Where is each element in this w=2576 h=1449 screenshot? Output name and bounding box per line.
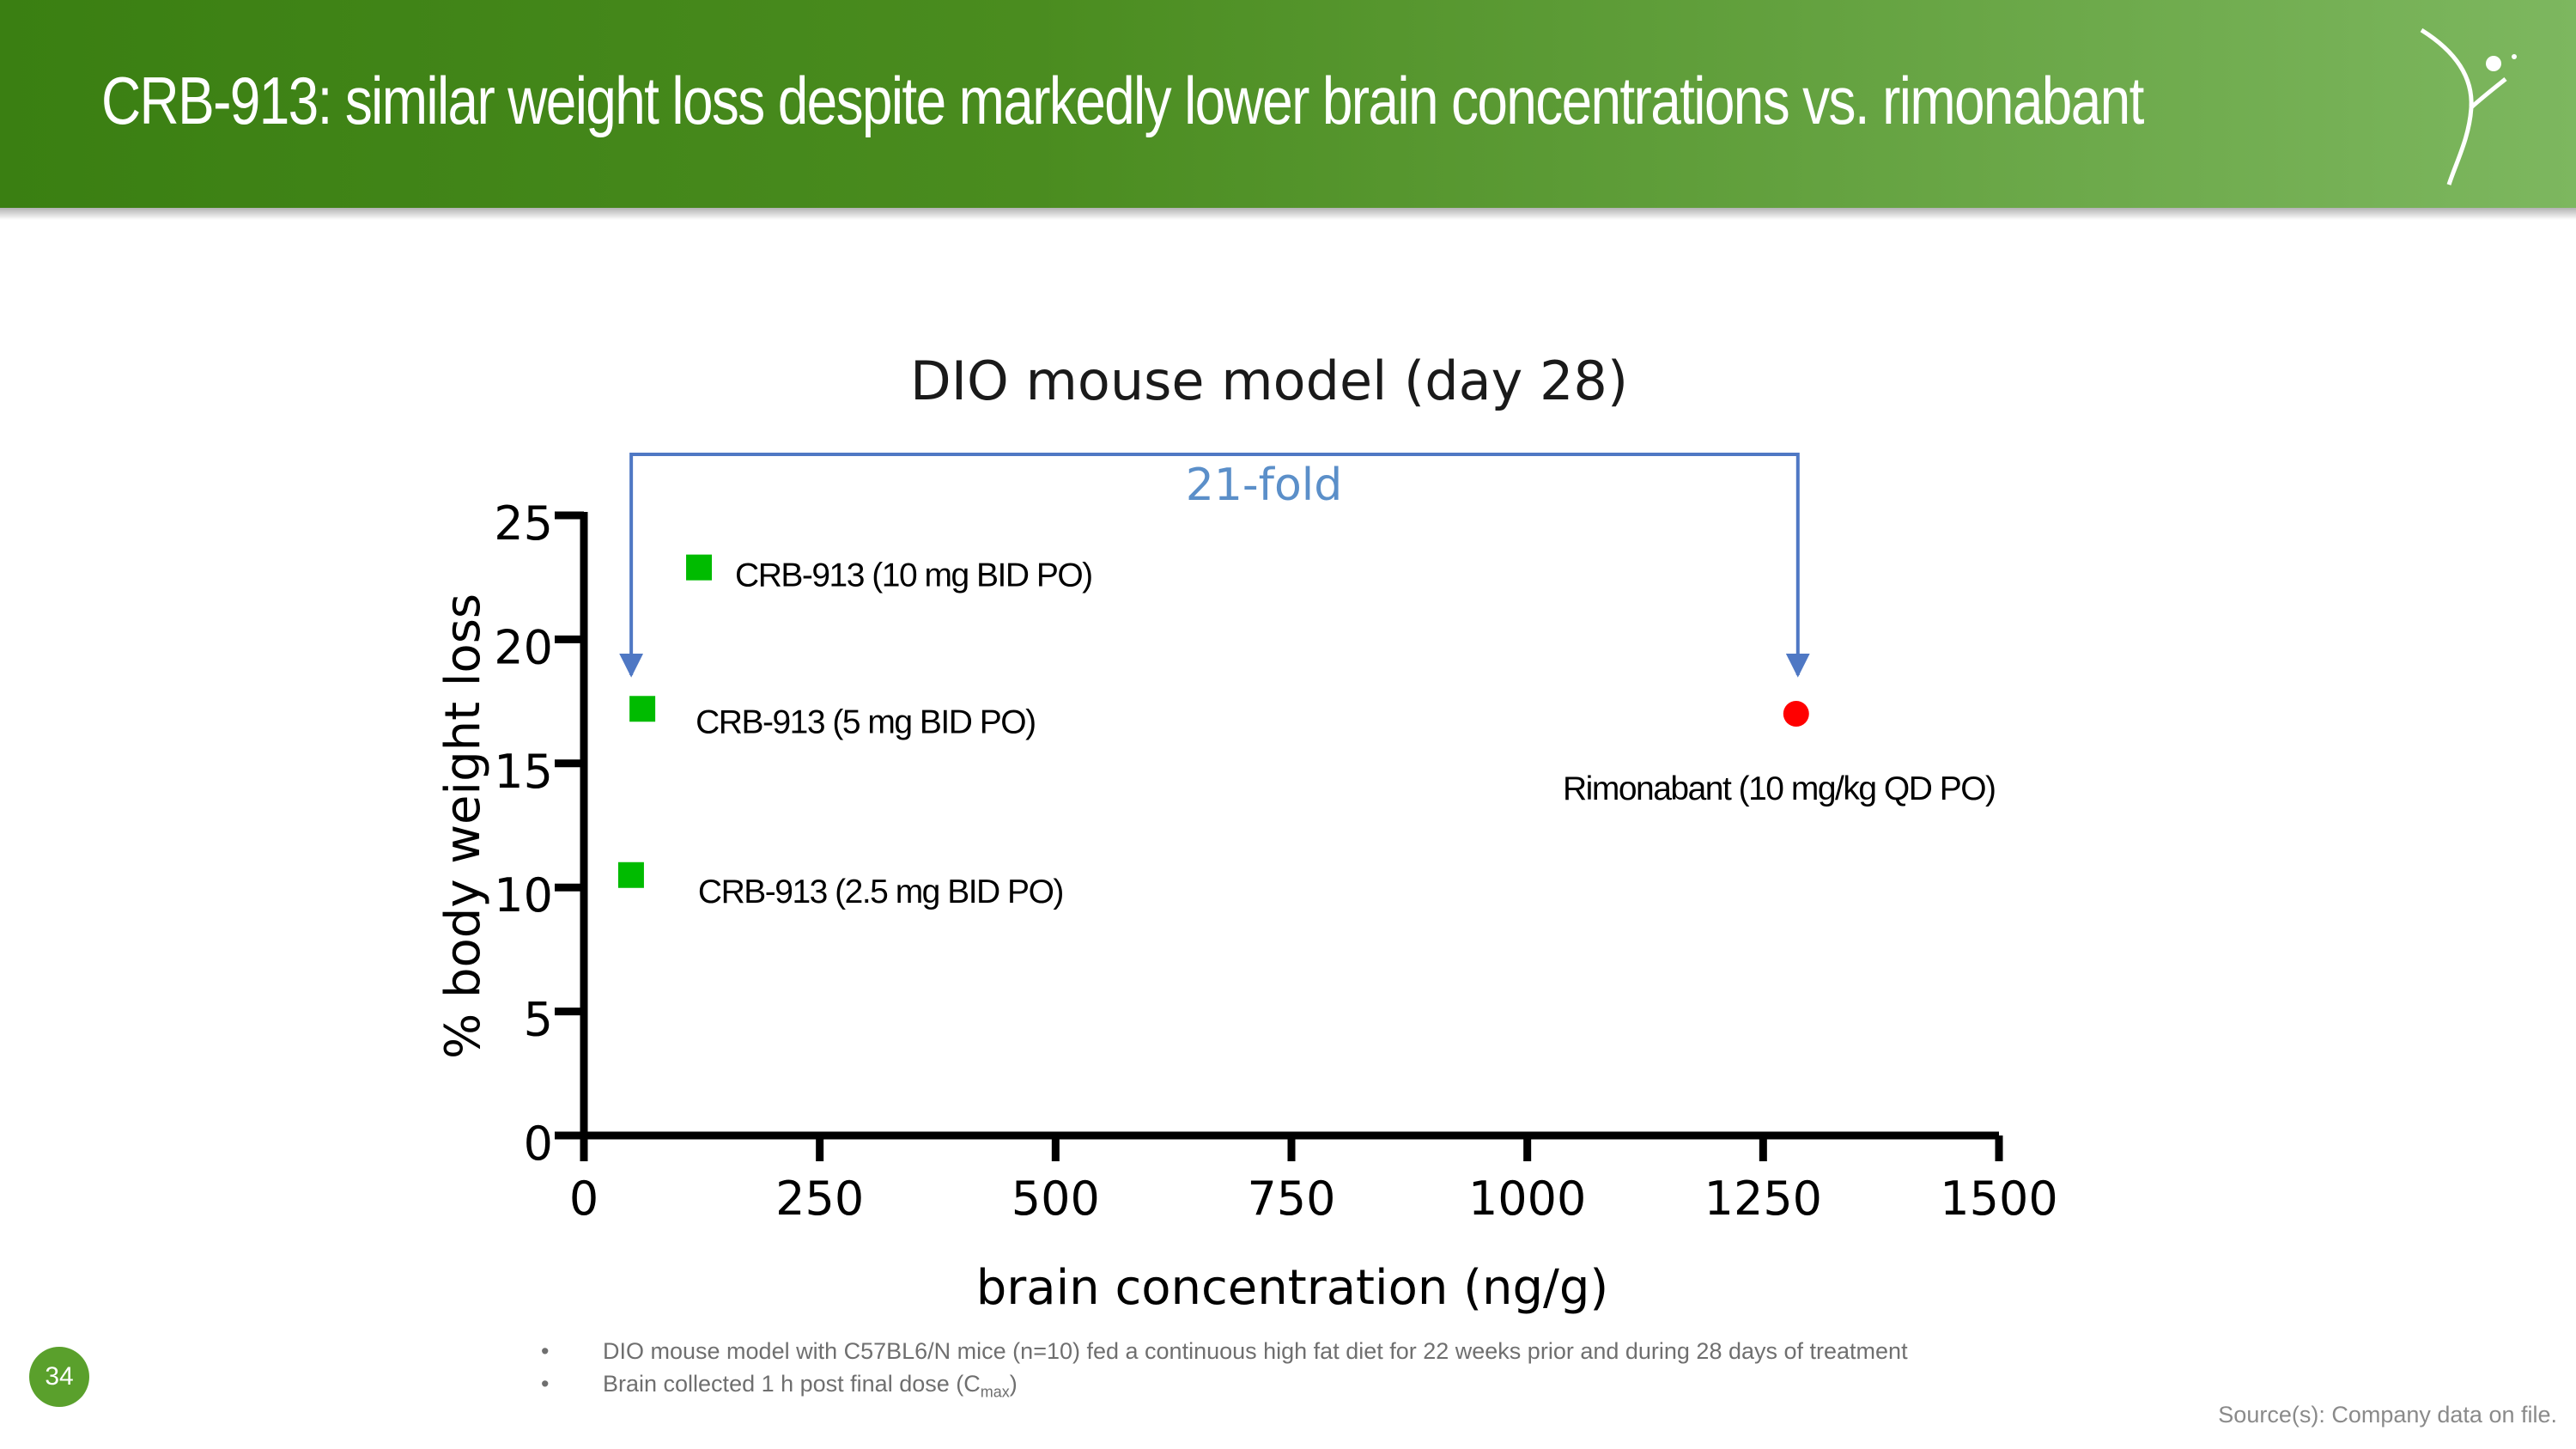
header-shadow <box>0 208 2576 220</box>
x-tick-label: 1000 <box>1468 1172 1586 1226</box>
x-tick-label: 1500 <box>1940 1172 2057 1226</box>
data-point <box>1783 701 1809 728</box>
data-label: CRB-913 (2.5 mg BID PO) <box>698 874 1063 910</box>
page-number-badge: 34 <box>29 1347 89 1407</box>
data-point <box>686 554 713 581</box>
y-tick-label: 0 <box>524 1117 553 1171</box>
footnote-close: ) <box>1009 1371 1018 1397</box>
fold-annotation-label: 21-fold <box>1186 460 1343 511</box>
x-axis-label: brain concentration (ng/g) <box>976 1260 1609 1316</box>
y-tick-label: 20 <box>494 620 553 674</box>
data-label: CRB-913 (5 mg BID PO) <box>696 703 1035 740</box>
y-tick-label: 15 <box>494 745 553 799</box>
company-logo-icon <box>2420 27 2517 186</box>
data-point <box>617 861 644 888</box>
x-tick-label: 1250 <box>1704 1172 1822 1226</box>
x-tick-label: 500 <box>1012 1172 1100 1226</box>
fold-bracket <box>619 453 1810 678</box>
chart-title: DIO mouse model (day 28) <box>910 350 1628 412</box>
y-axis-label: % body weight loss <box>435 594 491 1059</box>
y-tick-label: 25 <box>494 496 553 551</box>
footnote-text: Brain collected 1 h post final dose (Cma… <box>603 1371 1018 1401</box>
y-tick-label: 10 <box>494 868 553 922</box>
x-tick-label: 0 <box>569 1172 598 1226</box>
slide-title: CRB-913: similar weight loss despite mar… <box>101 63 2144 138</box>
data-label: Rimonabant (10 mg/kg QD PO) <box>1563 770 1996 807</box>
x-tick-label: 750 <box>1247 1172 1335 1226</box>
y-tick-label: 5 <box>524 993 553 1047</box>
footnote-subscript: max <box>980 1383 1010 1401</box>
source-note: Source(s): Company data on file. <box>2218 1402 2557 1428</box>
footnote-text: DIO mouse model with C57BL6/N mice (n=10… <box>603 1338 1908 1364</box>
footnote-text-main: Brain collected 1 h post final dose (C <box>603 1371 981 1397</box>
data-point <box>629 696 656 722</box>
slide-header <box>0 0 2576 208</box>
x-tick-label: 250 <box>775 1172 864 1226</box>
data-label: CRB-913 (10 mg BID PO) <box>735 557 1092 594</box>
